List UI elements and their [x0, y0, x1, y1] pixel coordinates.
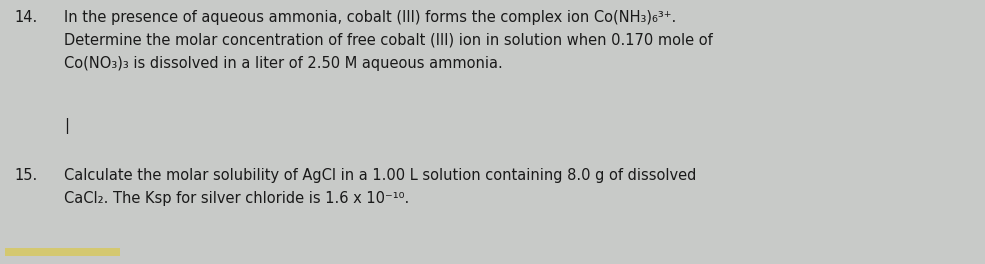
- Text: |: |: [64, 118, 69, 134]
- Text: Calculate the molar solubility of AgCl in a 1.00 L solution containing 8.0 g of : Calculate the molar solubility of AgCl i…: [64, 168, 696, 183]
- FancyBboxPatch shape: [5, 248, 120, 256]
- Text: In the presence of aqueous ammonia, cobalt (III) forms the complex ion Co(NH₃)₆³: In the presence of aqueous ammonia, coba…: [64, 10, 677, 25]
- Text: 14.: 14.: [14, 10, 37, 25]
- Text: Determine the molar concentration of free cobalt (III) ion in solution when 0.17: Determine the molar concentration of fre…: [64, 33, 713, 48]
- Text: Co(NO₃)₃ is dissolved in a liter of 2.50 M aqueous ammonia.: Co(NO₃)₃ is dissolved in a liter of 2.50…: [64, 56, 502, 71]
- Text: CaCl₂. The Ksp for silver chloride is 1.6 x 10⁻¹⁰.: CaCl₂. The Ksp for silver chloride is 1.…: [64, 191, 410, 206]
- Text: 15.: 15.: [14, 168, 37, 183]
